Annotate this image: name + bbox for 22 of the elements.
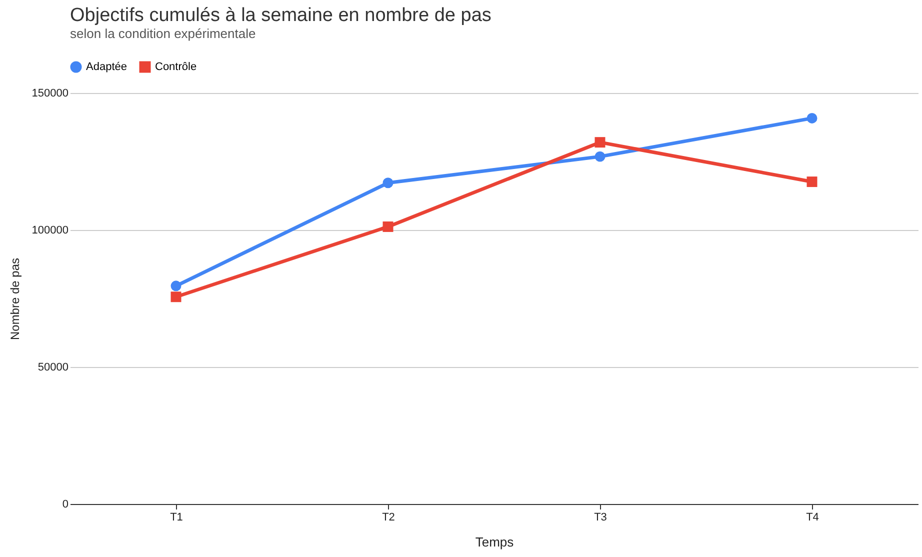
point — [170, 292, 182, 302]
point — [170, 280, 182, 292]
legend-label: Adaptée — [86, 61, 127, 73]
x-tick-label: T3 — [594, 512, 607, 524]
chart-title: Objectifs cumulés à la semaine en nombre de pas — [70, 5, 492, 26]
point — [382, 221, 394, 232]
legend-label: Contrôle — [155, 61, 197, 73]
x-tick-label: T2 — [382, 512, 395, 524]
y-tick-label: 100000 — [32, 224, 68, 236]
x-tick-label: T1 — [170, 512, 183, 524]
y-tick-label: 150000 — [32, 88, 68, 100]
x-tick-label: T4 — [806, 512, 819, 524]
point — [806, 176, 818, 188]
y-tick-label: 0 — [62, 498, 68, 510]
point — [806, 112, 818, 124]
point — [594, 137, 606, 148]
x-axis-title: Temps — [475, 534, 514, 550]
y-axis-title: Nombre de pas — [8, 258, 22, 340]
point — [594, 151, 606, 162]
point — [382, 178, 394, 188]
chart-subtitle: selon la condition expérimentale — [70, 26, 256, 41]
y-tick-label: 50000 — [38, 362, 68, 374]
